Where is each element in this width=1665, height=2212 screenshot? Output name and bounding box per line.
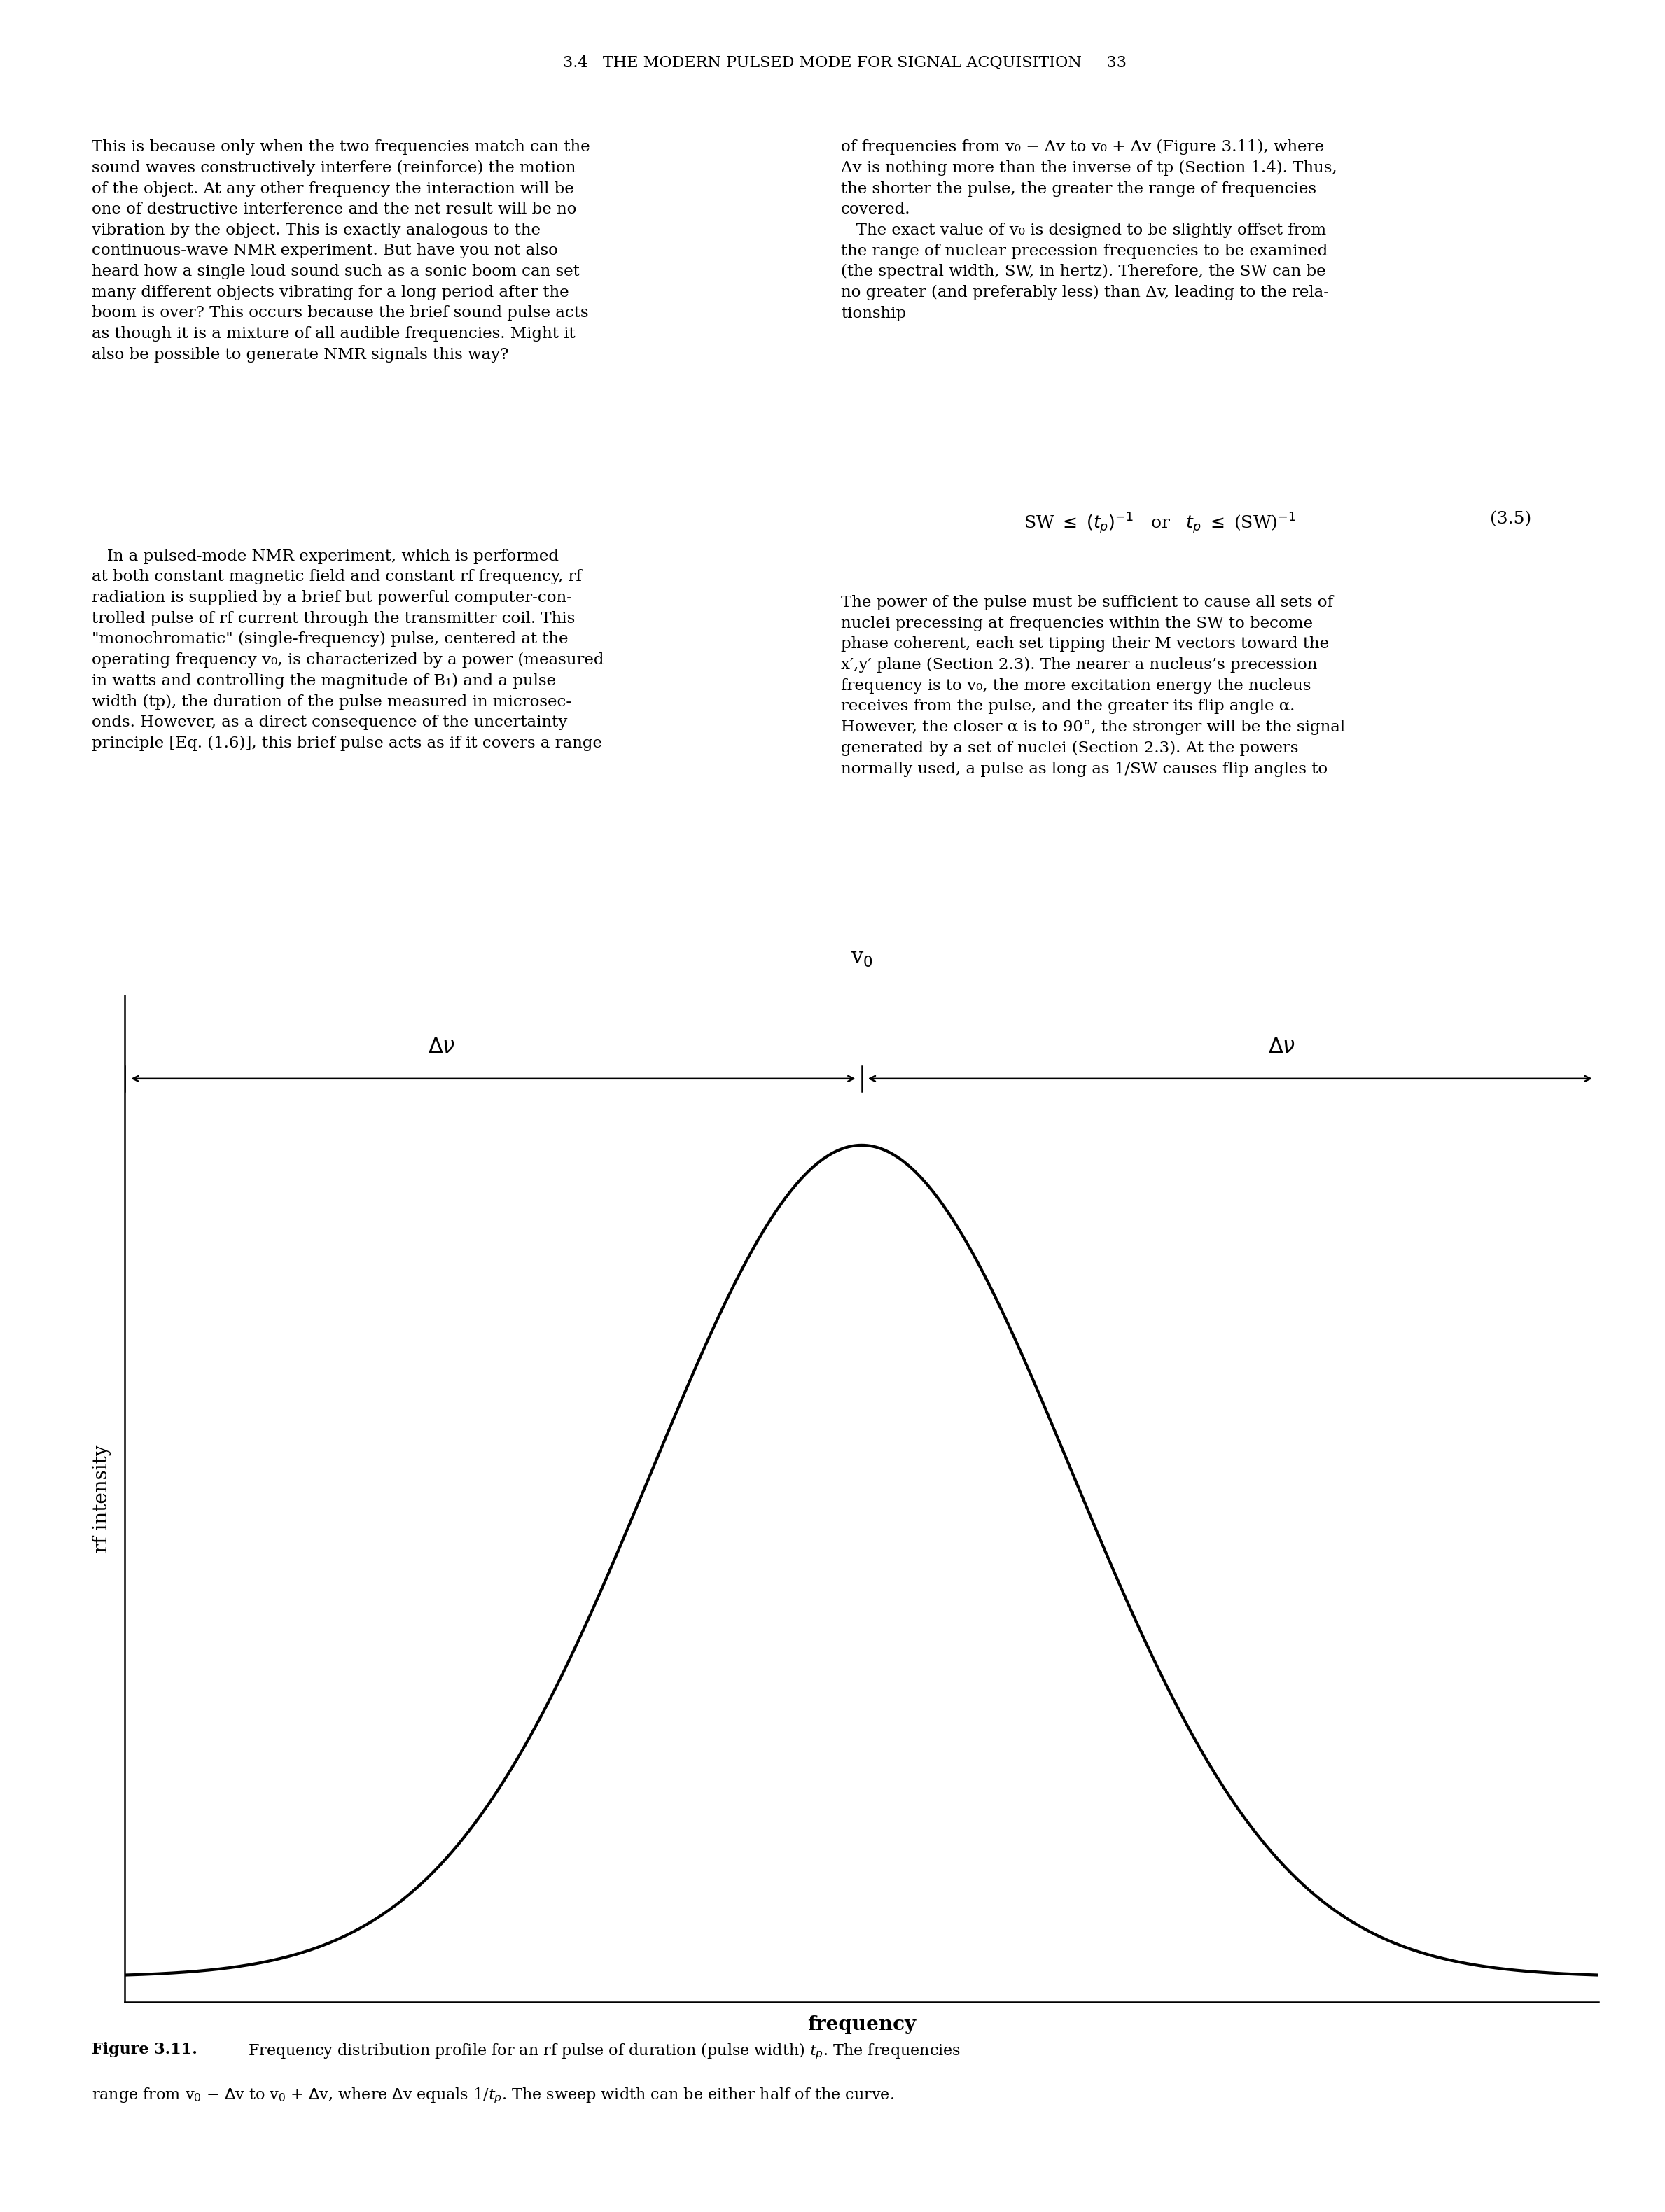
Text: $\Delta\nu$: $\Delta\nu$: [428, 1035, 456, 1057]
Text: range from v$_0$ $-$ $\Delta$v to v$_0$ + $\Delta$v, where $\Delta$v equals 1/$t: range from v$_0$ $-$ $\Delta$v to v$_0$ …: [92, 2086, 894, 2106]
Text: $\Delta\nu$: $\Delta\nu$: [1267, 1035, 1295, 1057]
Text: Frequency distribution profile for an rf pulse of duration (pulse width) $t_p$. : Frequency distribution profile for an rf…: [238, 2042, 961, 2062]
Y-axis label: rf intensity: rf intensity: [92, 1444, 112, 1553]
Text: This is because only when the two frequencies match can the
sound waves construc: This is because only when the two freque…: [92, 139, 589, 363]
Text: In a pulsed-mode NMR experiment, which is performed
at both constant magnetic fi: In a pulsed-mode NMR experiment, which i…: [92, 549, 604, 752]
Text: 3.4   THE MODERN PULSED MODE FOR SIGNAL ACQUISITION     33: 3.4 THE MODERN PULSED MODE FOR SIGNAL AC…: [563, 55, 1127, 71]
Text: of frequencies from v₀ − Δv to v₀ + Δv (Figure 3.11), where
Δv is nothing more t: of frequencies from v₀ − Δv to v₀ + Δv (…: [841, 139, 1337, 321]
X-axis label: frequency: frequency: [808, 2015, 916, 2035]
Text: Figure 3.11.: Figure 3.11.: [92, 2042, 196, 2057]
Text: v$_0$: v$_0$: [851, 947, 872, 969]
Text: (3.5): (3.5): [1490, 511, 1532, 526]
Text: The power of the pulse must be sufficient to cause all sets of
nuclei precessing: The power of the pulse must be sufficien…: [841, 595, 1345, 776]
Text: SW $\leq$ $\mathit{(t_p)}^{-1}$   or   $\mathit{t_p}$ $\leq$ (SW)$^{-1}$: SW $\leq$ $\mathit{(t_p)}^{-1}$ or $\mat…: [1024, 511, 1297, 535]
